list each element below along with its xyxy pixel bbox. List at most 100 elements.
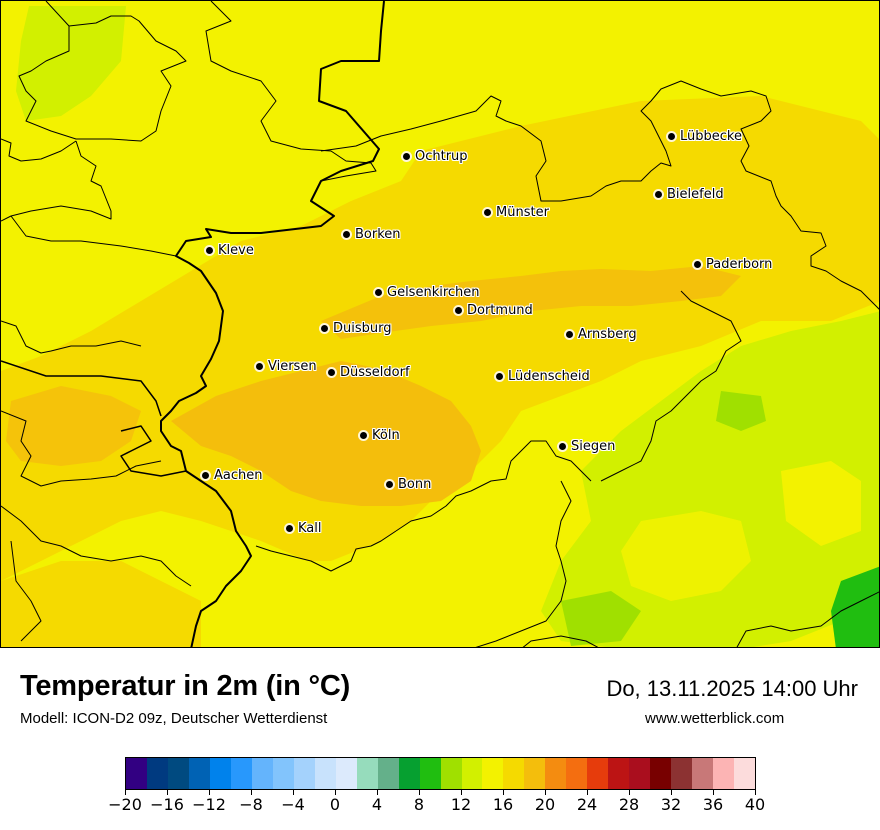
colorbar-tick xyxy=(335,790,336,795)
colorbar-segment xyxy=(629,758,651,789)
chart-title: Temperatur in 2m (in °C) xyxy=(20,670,351,702)
city-marker-kleve: Kleve xyxy=(206,242,254,258)
city-dot-icon xyxy=(655,190,662,198)
colorbar-tick-label: 24 xyxy=(576,795,598,814)
city-dot-icon xyxy=(496,372,503,380)
colorbar-segment xyxy=(314,758,336,789)
city-dot-icon xyxy=(256,362,263,370)
city-marker-luebbecke: Lübbecke xyxy=(668,128,742,144)
city-dot-icon xyxy=(360,431,367,439)
colorbar-tick-label: −12 xyxy=(192,795,226,814)
city-marker-borken: Borken xyxy=(343,226,401,242)
colorbar-tick-label: 4 xyxy=(371,795,383,814)
colorbar-tick xyxy=(209,790,210,795)
colorbar-segment xyxy=(167,758,189,789)
city-marker-bonn: Bonn xyxy=(386,476,431,492)
city-marker-luedenscheid: Lüdenscheid xyxy=(496,368,590,384)
colorbar-segment xyxy=(650,758,672,789)
colorbar-tick-label: −16 xyxy=(150,795,184,814)
colorbar-tick-label: 32 xyxy=(660,795,682,814)
model-info: Modell: ICON-D2 09z, Deutscher Wetterdie… xyxy=(20,710,328,727)
colorbar-segment xyxy=(692,758,714,789)
colorbar-tick xyxy=(461,790,462,795)
colorbar-tick xyxy=(167,790,168,795)
colorbar-tick xyxy=(545,790,546,795)
colorbar-segment xyxy=(356,758,378,789)
colorbar-segment xyxy=(734,758,756,789)
city-dot-icon xyxy=(694,260,701,268)
colorbar-tick-label: 20 xyxy=(534,795,556,814)
city-marker-viersen: Viersen xyxy=(256,358,317,374)
city-marker-koeln: Köln xyxy=(360,427,400,443)
city-marker-bielefeld: Bielefeld xyxy=(655,186,724,202)
colorbar-tick xyxy=(629,790,630,795)
colorbar-segment xyxy=(461,758,483,789)
colorbar-segment xyxy=(419,758,441,789)
city-dot-icon xyxy=(206,246,213,254)
city-marker-aachen: Aachen xyxy=(202,467,262,483)
colorbar-tick-label: −20 xyxy=(108,795,142,814)
colorbar-tick xyxy=(251,790,252,795)
temperature-map: Lübbecke Ochtrup Bielefeld Münster Borke… xyxy=(0,0,880,648)
colorbar-tick xyxy=(755,790,756,795)
website-credit: www.wetterblick.com xyxy=(645,710,785,727)
city-dot-icon xyxy=(202,471,209,479)
city-marker-duisburg: Duisburg xyxy=(321,320,392,336)
colorbar-segment xyxy=(608,758,630,789)
colorbar-segment xyxy=(398,758,420,789)
colorbar-tick xyxy=(503,790,504,795)
city-dot-icon xyxy=(328,368,335,376)
colorbar-tick-label: 16 xyxy=(492,795,514,814)
colorbar-segment xyxy=(503,758,525,789)
colorbar-tick xyxy=(587,790,588,795)
city-dot-icon xyxy=(484,208,491,216)
city-dot-icon xyxy=(559,442,566,450)
colorbar-tick xyxy=(377,790,378,795)
colorbar-segment xyxy=(377,758,399,789)
colorbar-segment xyxy=(545,758,567,789)
temperature-colorbar xyxy=(125,757,756,790)
city-dot-icon xyxy=(343,230,350,238)
city-marker-paderborn: Paderborn xyxy=(694,256,772,272)
colorbar-segment xyxy=(671,758,693,789)
city-dot-icon xyxy=(375,288,382,296)
valid-datetime: Do, 13.11.2025 14:00 Uhr xyxy=(606,676,858,701)
colorbar-segment xyxy=(230,758,252,789)
city-marker-arnsberg: Arnsberg xyxy=(566,326,637,342)
colorbar-segment xyxy=(713,758,735,789)
city-dot-icon xyxy=(403,152,410,160)
colorbar-segment xyxy=(587,758,609,789)
colorbar-segment xyxy=(251,758,273,789)
colorbar-tick xyxy=(419,790,420,795)
colorbar-tick-label: 28 xyxy=(618,795,640,814)
colorbar-segment xyxy=(566,758,588,789)
colorbar-tick-label: −4 xyxy=(281,795,305,814)
city-dot-icon xyxy=(455,306,462,314)
city-marker-siegen: Siegen xyxy=(559,438,615,454)
city-dot-icon xyxy=(386,480,393,488)
city-marker-kall: Kall xyxy=(286,520,322,536)
colorbar-tick-label: 36 xyxy=(702,795,724,814)
temperature-field xyxy=(1,1,879,647)
colorbar-tick-label: 40 xyxy=(744,795,766,814)
city-marker-ochtrup: Ochtrup xyxy=(403,148,468,164)
colorbar-tick xyxy=(671,790,672,795)
colorbar-segment xyxy=(335,758,357,789)
city-marker-gelsenkirchen: Gelsenkirchen xyxy=(375,284,480,300)
colorbar-segment xyxy=(293,758,315,789)
colorbar-segment xyxy=(146,758,168,789)
colorbar-tick xyxy=(125,790,126,795)
colorbar-segment xyxy=(188,758,210,789)
colorbar-tick xyxy=(713,790,714,795)
city-marker-dortmund: Dortmund xyxy=(455,302,533,318)
colorbar-segment xyxy=(272,758,294,789)
city-dot-icon xyxy=(668,132,675,140)
colorbar-segment xyxy=(440,758,462,789)
colorbar-tick-label: 0 xyxy=(329,795,341,814)
city-dot-icon xyxy=(286,524,293,532)
city-marker-duesseldorf: Düsseldorf xyxy=(328,364,410,380)
colorbar-tick xyxy=(293,790,294,795)
city-dot-icon xyxy=(321,324,328,332)
colorbar-tick-label: 12 xyxy=(450,795,472,814)
colorbar-segment xyxy=(524,758,546,789)
